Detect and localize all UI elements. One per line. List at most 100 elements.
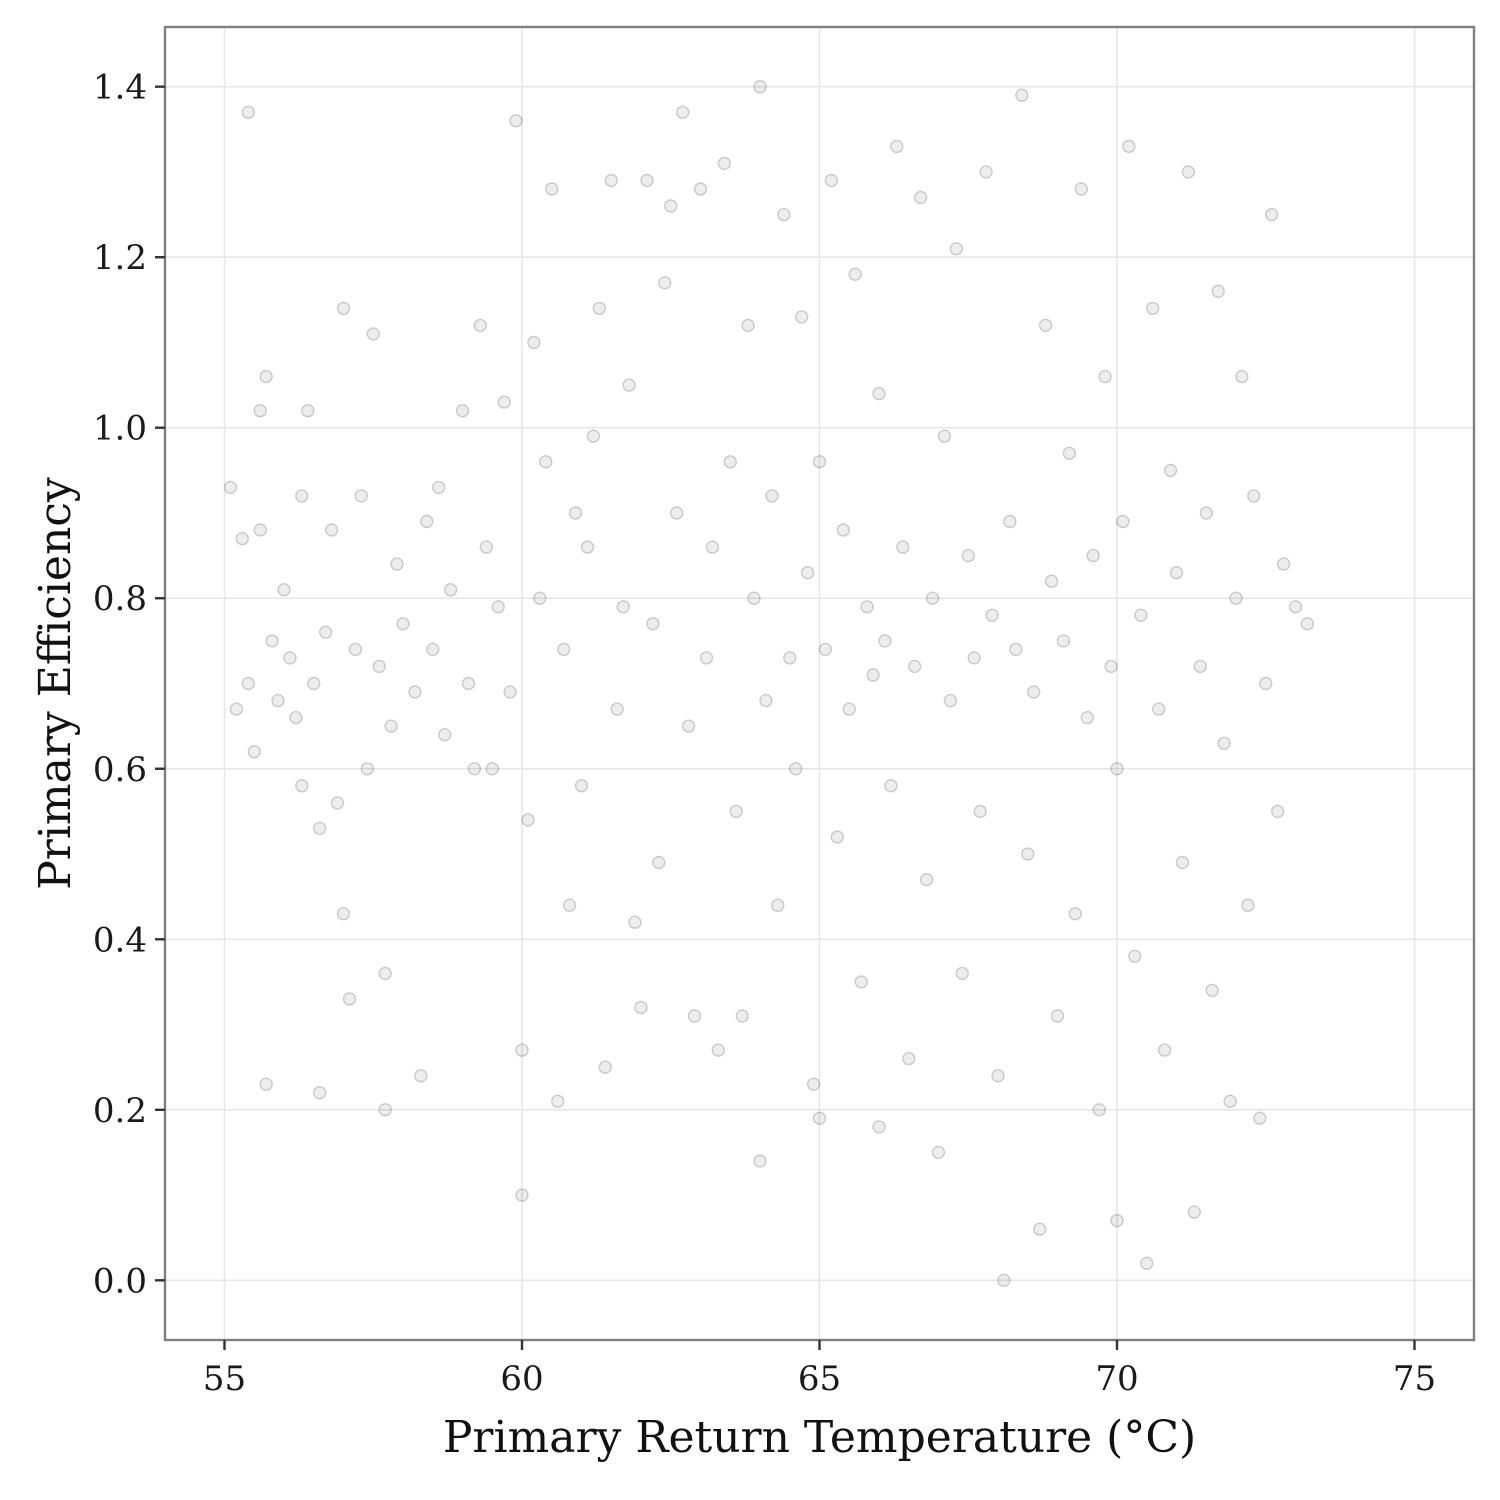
scatter-point	[973, 804, 987, 819]
scatter-point	[574, 779, 589, 793]
scatter-point	[634, 1000, 648, 1015]
scatter-point	[1110, 1213, 1124, 1228]
scatter-point	[1009, 642, 1023, 657]
scatter-point	[557, 642, 571, 657]
scatter-point	[1300, 617, 1315, 631]
scatter-point	[931, 1145, 946, 1160]
scatter-point	[568, 506, 583, 520]
scatter-point	[676, 105, 690, 120]
y-tick-label: 1.2	[93, 238, 147, 278]
scatter-point	[533, 591, 547, 605]
scatter-point	[307, 676, 321, 691]
scatter-point	[949, 241, 963, 256]
scatter-point	[1044, 574, 1059, 588]
scatter-point	[1062, 446, 1077, 460]
scatter-point	[771, 898, 785, 912]
scatter-point	[1145, 301, 1160, 316]
scatter-point	[914, 190, 928, 205]
scatter-point	[253, 523, 267, 537]
y-tick-label: 0.2	[93, 1091, 147, 1131]
scatter-point	[586, 429, 601, 443]
scatter-point	[562, 898, 577, 912]
scatter-point	[259, 369, 273, 384]
scatter-point	[229, 702, 244, 716]
y-tick-label: 0.6	[93, 750, 147, 790]
scatter-point	[467, 762, 482, 776]
x-tick-label: 65	[798, 1359, 841, 1399]
scatter-point	[604, 173, 618, 188]
x-tick-label: 60	[500, 1359, 543, 1399]
scatter-point	[705, 540, 720, 554]
scatter-point	[515, 1043, 529, 1057]
scatter-point	[289, 710, 303, 725]
scatter-point	[319, 625, 333, 639]
scatter-point	[259, 1077, 273, 1091]
scatter-point	[1270, 804, 1285, 819]
scatter-point	[687, 1009, 702, 1023]
scatter-point	[925, 591, 940, 605]
scatter-point	[336, 301, 351, 316]
scatter-point	[937, 429, 952, 443]
scatter-point	[1104, 659, 1118, 674]
scatter-point	[1181, 165, 1196, 179]
scatter-point	[646, 617, 660, 631]
scatter-point	[1247, 489, 1261, 503]
x-axis: 55 60 65 70 75	[203, 1340, 1436, 1399]
scatter-point	[313, 821, 327, 836]
scatter-point	[515, 1188, 529, 1202]
scatter-point	[360, 762, 374, 776]
scatter-point	[991, 1068, 1005, 1083]
scatter-point	[818, 642, 833, 657]
scatter-point	[616, 600, 630, 614]
scatter-point	[711, 1043, 725, 1057]
scatter-point	[1056, 634, 1071, 648]
scatter-point	[414, 1068, 428, 1083]
scatter-point	[1217, 736, 1231, 750]
scatter-point	[795, 310, 809, 324]
scatter-point	[729, 804, 743, 819]
scatter-point	[878, 634, 892, 648]
y-tick-label: 0.4	[93, 920, 147, 960]
scatter-point	[985, 608, 999, 622]
scatter-point	[836, 523, 850, 537]
scatter-point	[1187, 1205, 1202, 1219]
scatter-point	[860, 600, 874, 614]
scatter-point	[1122, 139, 1136, 154]
scatter-point	[390, 557, 404, 571]
scatter-point	[1253, 1111, 1267, 1126]
scatter-point	[884, 779, 898, 793]
scatter-point	[652, 855, 666, 870]
scatter-point	[640, 173, 654, 188]
scatter-point	[777, 207, 791, 222]
scatter-point	[241, 105, 256, 120]
scatter-point	[848, 267, 862, 281]
scatter-point	[592, 301, 606, 316]
scatter-point	[1032, 1222, 1047, 1236]
scatter-point	[295, 489, 309, 503]
scatter-point	[890, 139, 904, 154]
scatter-point	[527, 335, 541, 350]
scatter-point	[1169, 566, 1184, 580]
scatter-point	[455, 404, 470, 418]
scatter-point	[247, 745, 262, 759]
scatter-point	[336, 907, 351, 921]
scatter-point	[265, 634, 279, 648]
scatter-point	[432, 480, 446, 495]
y-tick-label: 0.0	[93, 1261, 147, 1301]
scatter-point	[1259, 676, 1273, 691]
scatter-point	[1241, 898, 1255, 912]
y-tick-label: 0.8	[93, 579, 147, 619]
gridlines	[165, 27, 1474, 1340]
scatter-point	[521, 813, 535, 827]
scatter-point	[324, 523, 339, 537]
scatter-point	[896, 540, 910, 554]
y-axis-title: Primary Efficiency	[30, 477, 81, 890]
scatter-point	[824, 173, 839, 188]
scatter-point	[789, 762, 803, 776]
scatter-point	[628, 915, 642, 929]
scatter-point	[348, 642, 363, 657]
scatter-point	[1110, 762, 1124, 776]
scatter-point	[902, 1051, 916, 1066]
scatter-point	[1157, 1043, 1172, 1057]
